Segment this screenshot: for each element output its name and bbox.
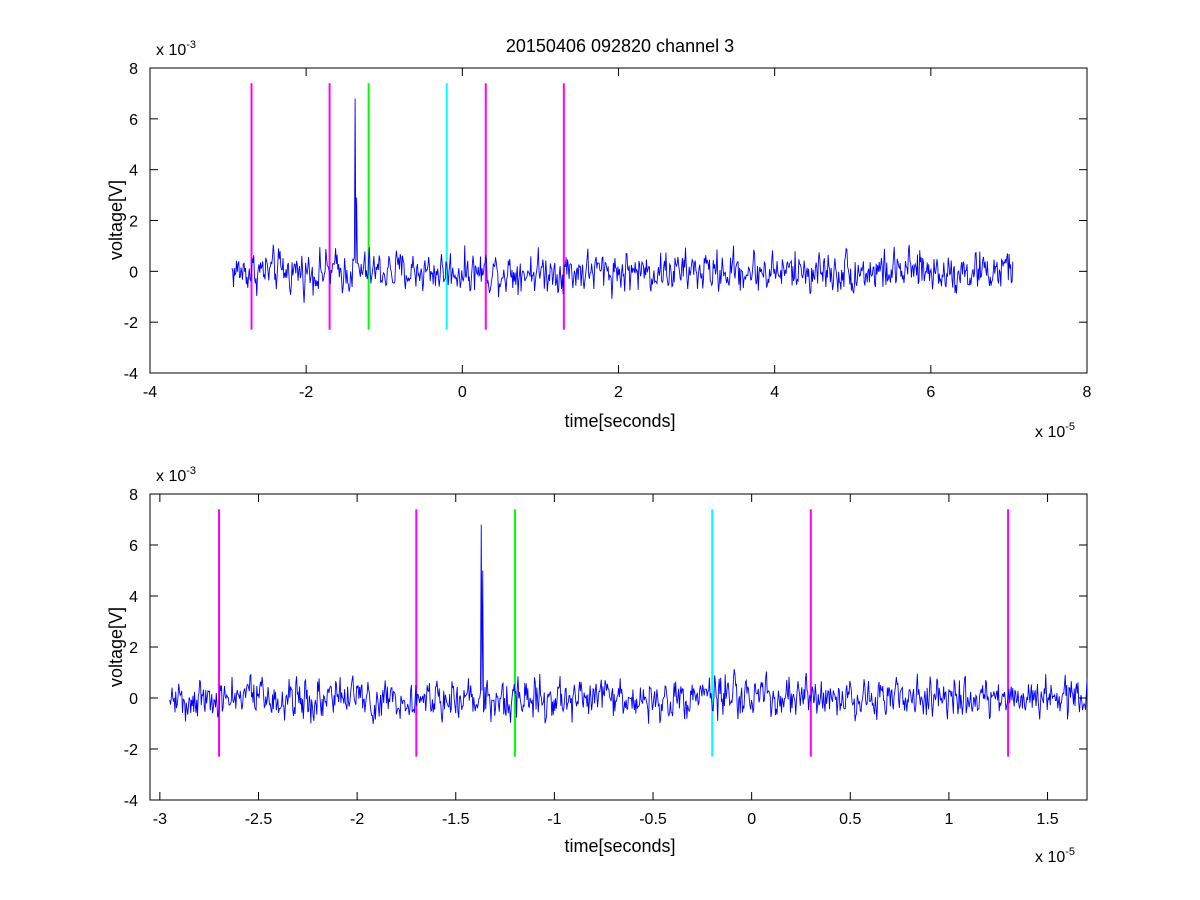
y-axis-label-bottom: voltage[V]	[106, 607, 126, 687]
x-exponent-power-top: -5	[1065, 421, 1075, 433]
y-axis-label-top: voltage[V]	[106, 180, 126, 260]
x-tick-label: 0.5	[839, 811, 861, 828]
y-exponent-base-bottom: x 10	[156, 468, 186, 485]
y-tick-label: -4	[124, 366, 138, 383]
x-tick-label: 1	[944, 811, 953, 828]
voltage-trace-line	[231, 98, 1014, 303]
y-tick-label: -2	[124, 315, 138, 332]
x-exponent-base-top: x 10	[1035, 424, 1065, 441]
y-tick-label: 0	[129, 264, 138, 281]
marker-lines-top	[250, 83, 565, 330]
x-exponent-top: x 10-5	[1035, 421, 1075, 441]
x-tick-label: -2	[299, 384, 313, 401]
x-axis-label-top: time[seconds]	[564, 411, 675, 431]
y-tick-label: -2	[124, 742, 138, 759]
x-tick-label: -1	[547, 811, 561, 828]
x-tick-label: -2	[350, 811, 364, 828]
voltage-trace-line	[169, 524, 1088, 724]
y-tick-label: 8	[129, 61, 138, 78]
y-tick-label: 0	[129, 691, 138, 708]
figure-title: 20150406 092820 channel 3	[506, 36, 734, 56]
y-tick-label: 6	[129, 112, 138, 129]
y-ticks-top: -4 -2 0 2 4 6 8	[124, 61, 1087, 383]
marker-lines-bottom	[218, 509, 1010, 757]
x-tick-label: 0	[458, 384, 467, 401]
y-tick-label: 2	[129, 640, 138, 657]
x-tick-label: -3	[153, 811, 167, 828]
x-ticks-bottom: -3 -2.5 -2 -1.5 -1 -0.5 0 0.5 1 1.5	[153, 494, 1059, 828]
y-tick-label: 6	[129, 538, 138, 555]
y-ticks-bottom: -4 -2 0 2 4 6 8	[124, 487, 1087, 810]
axes-box-top	[149, 67, 1088, 374]
y-exponent-base-top: x 10	[156, 42, 186, 59]
y-exponent-power-top: -3	[186, 39, 196, 51]
voltage-trace-top	[231, 98, 1014, 303]
voltage-trace-bottom	[169, 524, 1088, 724]
y-tick-label: 2	[129, 214, 138, 231]
axes-box-bottom	[149, 493, 1088, 801]
x-exponent-bottom: x 10-5	[1035, 846, 1075, 866]
x-exponent-power-bottom: -5	[1065, 846, 1075, 858]
x-tick-label: 8	[1083, 384, 1092, 401]
x-tick-label: -1.5	[442, 811, 470, 828]
x-tick-label: 6	[926, 384, 935, 401]
y-exponent-power-bottom: -3	[186, 465, 196, 477]
x-tick-label: 4	[770, 384, 779, 401]
x-ticks-top: -4 -2 0 2 4 6 8	[143, 68, 1092, 401]
y-tick-label: 8	[129, 487, 138, 504]
x-tick-label: -4	[143, 384, 157, 401]
y-exponent-bottom: x 10-3	[156, 465, 196, 485]
plot-bottom: -3 -2.5 -2 -1.5 -1 -0.5 0 0.5 1 1.5 -4 -2 0 2 4 6 8 tim…	[106, 465, 1088, 866]
x-tick-label: -2.5	[245, 811, 273, 828]
y-tick-label: 4	[129, 163, 138, 180]
x-tick-label: 1.5	[1036, 811, 1058, 828]
plot-top: -4 -2 0 2 4 6 8 -4 -2 0 2 4 6 8 time[seconds] voltag…	[106, 39, 1092, 441]
y-exponent-top: x 10-3	[156, 39, 196, 59]
x-exponent-base-bottom: x 10	[1035, 849, 1065, 866]
x-axis-label-bottom: time[seconds]	[564, 836, 675, 856]
x-tick-label: 2	[614, 384, 623, 401]
x-tick-label: -0.5	[639, 811, 667, 828]
y-tick-label: 4	[129, 589, 138, 606]
x-tick-label: 0	[747, 811, 756, 828]
y-tick-label: -4	[124, 793, 138, 810]
